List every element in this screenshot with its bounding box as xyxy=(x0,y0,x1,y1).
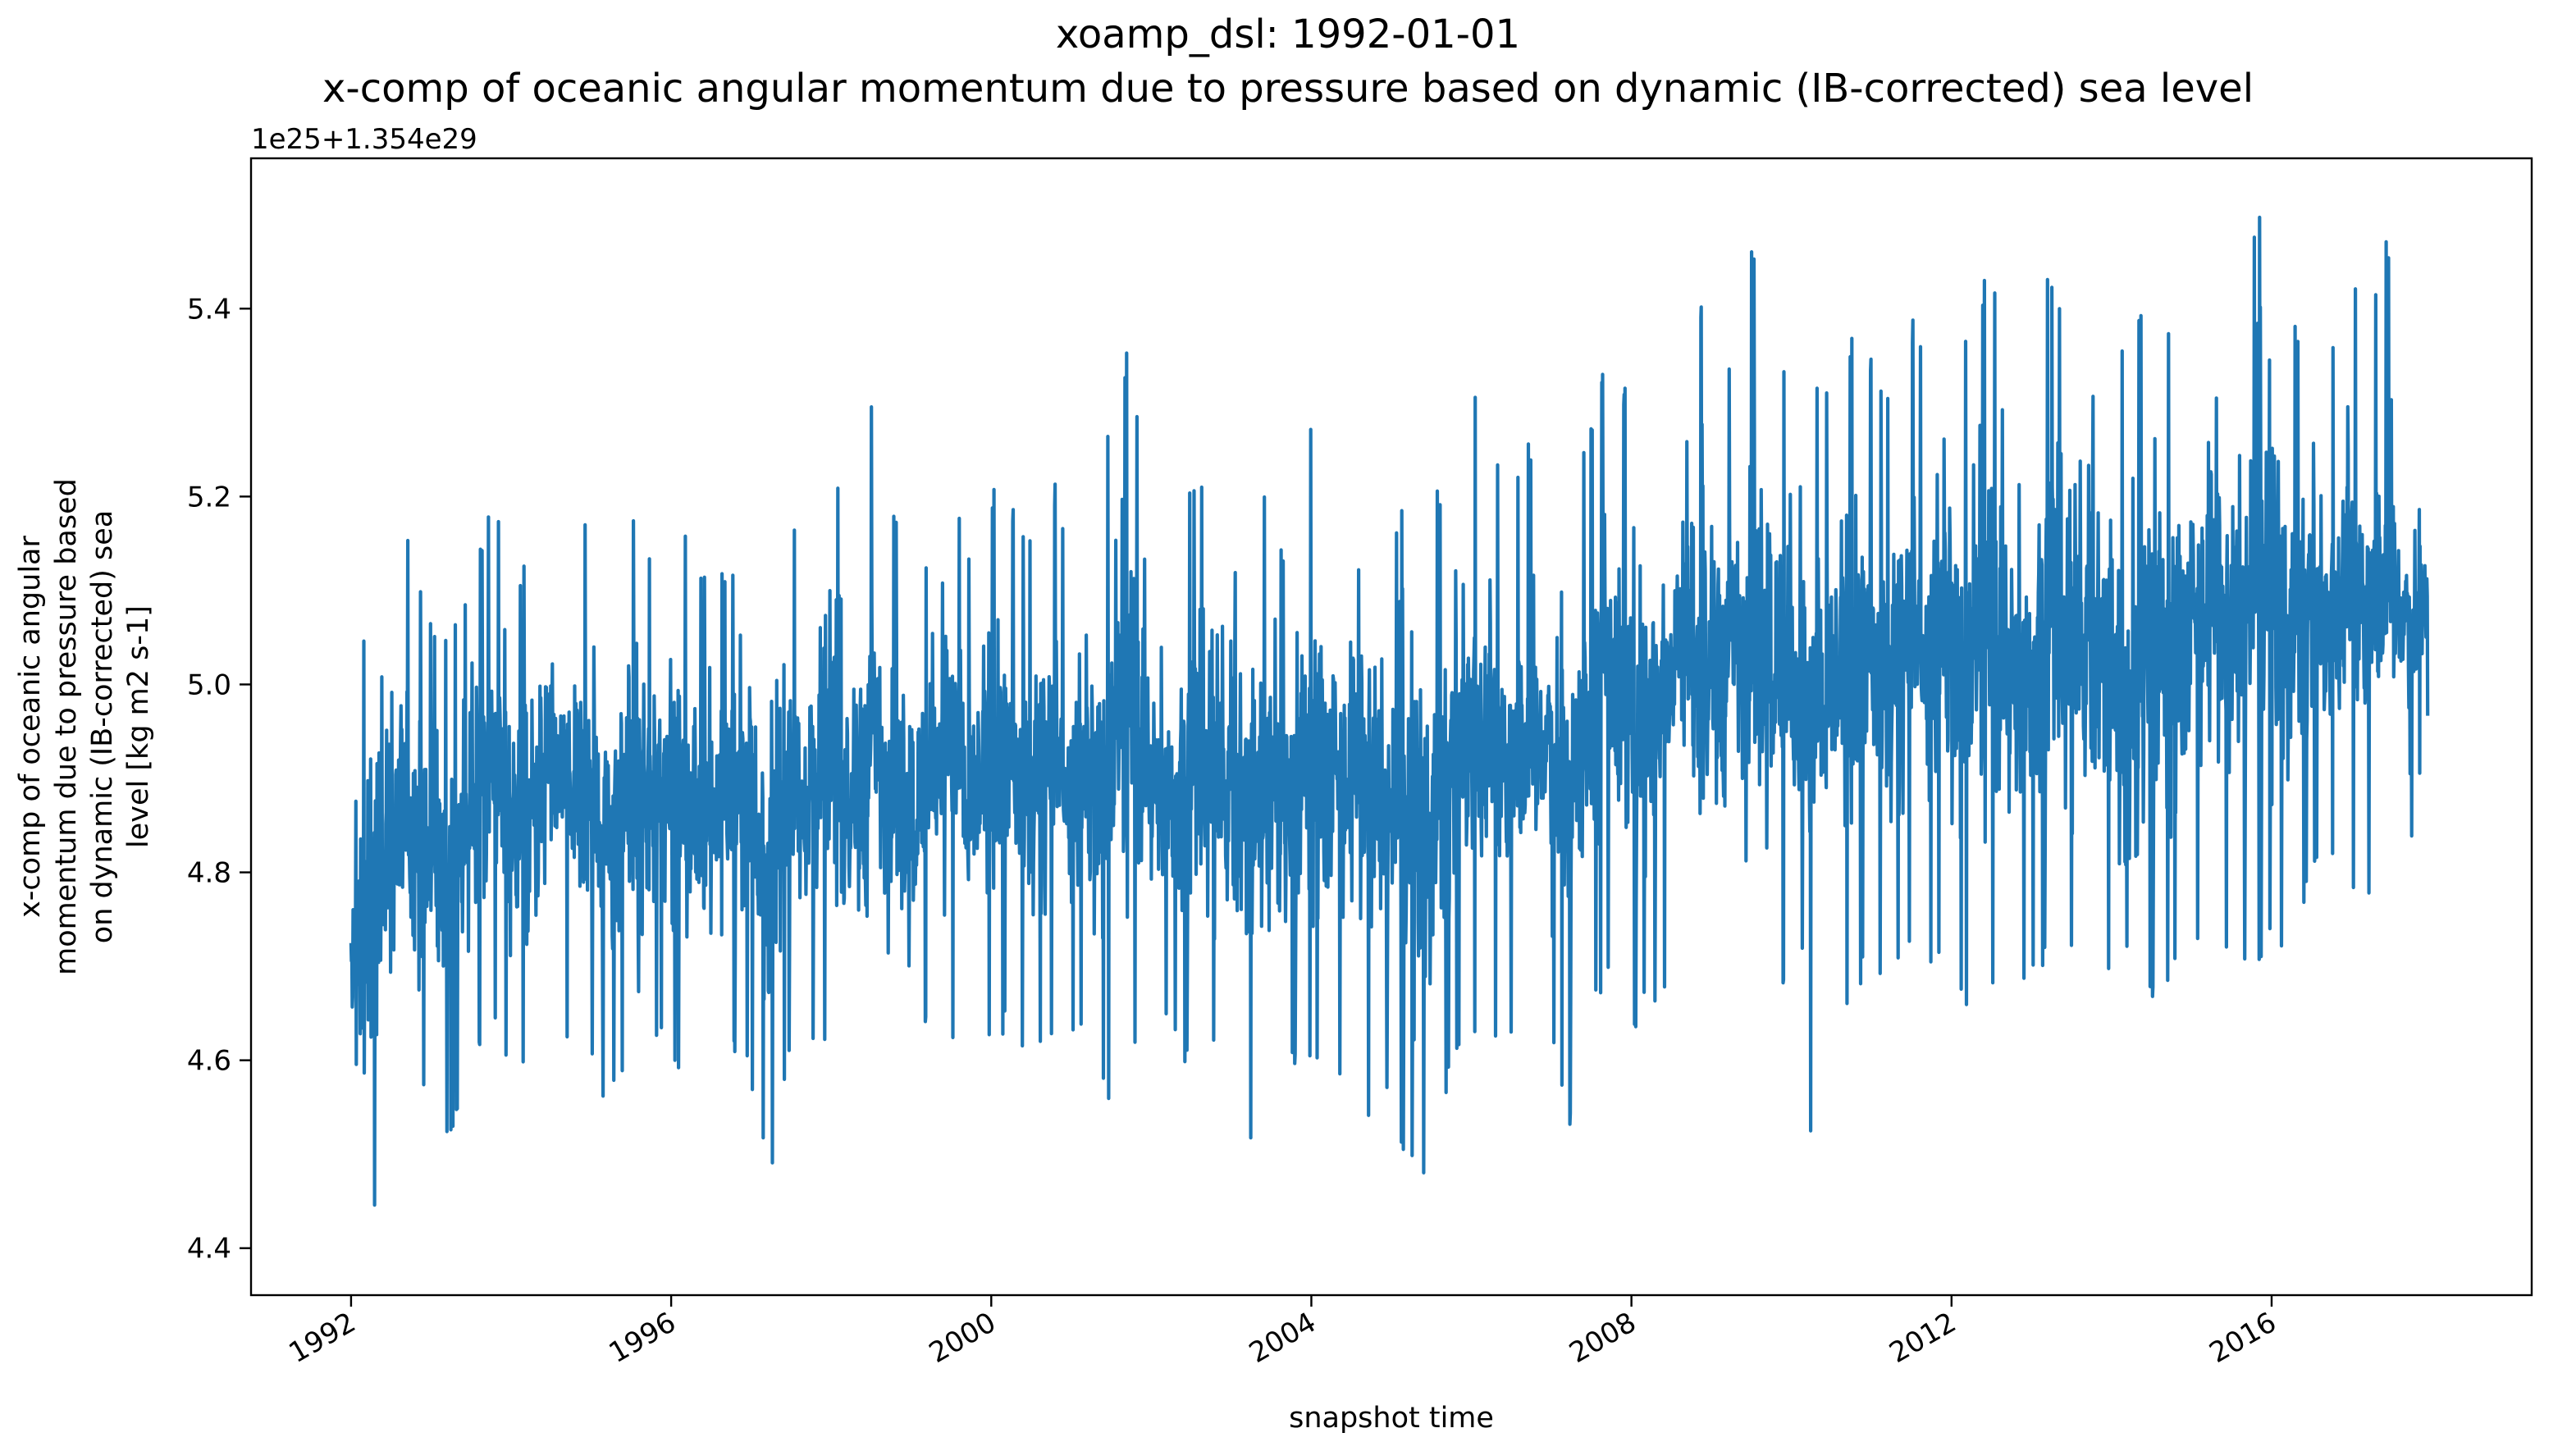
chart-title-line1: xoamp_dsl: 1992-01-01 xyxy=(1056,11,1520,57)
y-axis-label: x-comp of oceanic angular momentum due t… xyxy=(14,478,155,975)
y-axis-label-line-3: on dynamic (IB-corrected) sea xyxy=(86,510,119,943)
y-axis-label-line-4: level [kg m2 s-1] xyxy=(122,605,155,848)
x-axis-label: snapshot time xyxy=(1289,1402,1494,1435)
x-tick-label: 2008 xyxy=(1564,1306,1642,1370)
y-axis-offset-label: 1e25+1.354e29 xyxy=(251,123,477,156)
x-axis: 1992 1996 2000 2004 2008 2012 2016 xyxy=(283,1295,2281,1370)
y-tick-label: 5.0 xyxy=(187,668,231,701)
y-tick-label: 4.4 xyxy=(187,1233,231,1266)
x-tick-label: 2004 xyxy=(1244,1306,1322,1370)
plot-series xyxy=(349,215,2430,1207)
x-tick-label: 2012 xyxy=(1884,1306,1962,1370)
y-tick-label: 4.6 xyxy=(187,1045,231,1078)
series-line xyxy=(349,215,2430,1207)
y-tick-label: 5.2 xyxy=(187,481,231,513)
y-tick-label: 4.8 xyxy=(187,857,231,890)
y-axis-label-line-1: x-comp of oceanic angular xyxy=(14,535,47,917)
y-axis-label-line-2: momentum due to pressure based xyxy=(50,478,83,975)
x-tick-label: 2016 xyxy=(2204,1306,2282,1370)
y-tick-label: 5.4 xyxy=(187,293,231,326)
chart-title-line2: x-comp of oceanic angular momentum due t… xyxy=(322,66,2254,112)
x-tick-label: 1992 xyxy=(283,1306,361,1370)
x-tick-label: 1996 xyxy=(604,1306,682,1370)
y-axis: 4.4 4.6 4.8 5.0 5.2 5.4 xyxy=(187,293,251,1266)
plot-frame xyxy=(249,157,2533,1297)
x-tick-label: 2000 xyxy=(924,1306,1002,1370)
